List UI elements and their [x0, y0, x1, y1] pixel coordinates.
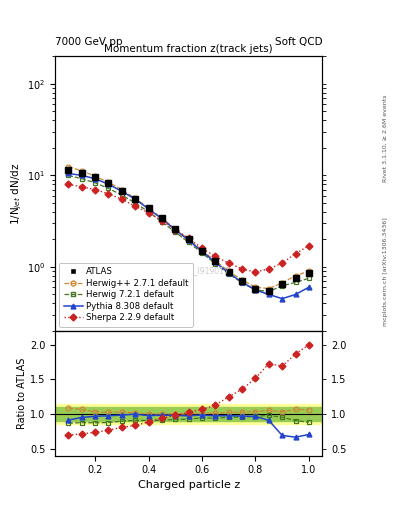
X-axis label: Charged particle z: Charged particle z — [138, 480, 240, 489]
Bar — [55, 407, 322, 421]
Y-axis label: Ratio to ATLAS: Ratio to ATLAS — [17, 357, 27, 429]
Bar — [55, 403, 322, 424]
Y-axis label: 1/N$_{jet}$ dN/dz: 1/N$_{jet}$ dN/dz — [10, 162, 24, 225]
Text: Rivet 3.1.10, ≥ 2.6M events: Rivet 3.1.10, ≥ 2.6M events — [383, 95, 387, 182]
Text: Soft QCD: Soft QCD — [275, 37, 322, 47]
Legend: ATLAS, Herwig++ 2.7.1 default, Herwig 7.2.1 default, Pythia 8.308 default, Sherp: ATLAS, Herwig++ 2.7.1 default, Herwig 7.… — [59, 263, 193, 327]
Text: 7000 GeV pp: 7000 GeV pp — [55, 37, 123, 47]
Text: ATLAS_2011_I919017: ATLAS_2011_I919017 — [148, 266, 230, 275]
Title: Momentum fraction z(track jets): Momentum fraction z(track jets) — [104, 44, 273, 54]
Text: mcplots.cern.ch [arXiv:1306.3436]: mcplots.cern.ch [arXiv:1306.3436] — [383, 217, 387, 326]
